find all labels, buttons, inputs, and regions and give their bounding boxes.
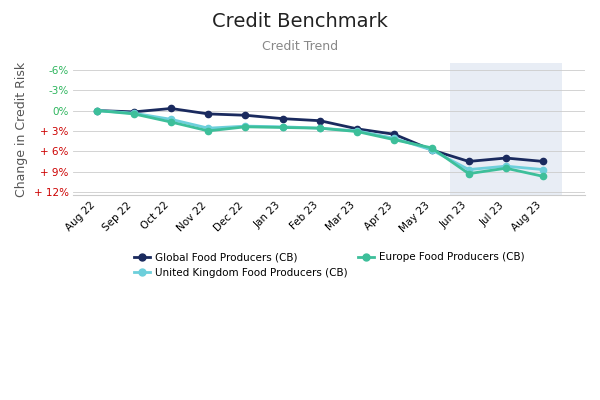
Europe Food Producers (CB) [130, 112, 137, 116]
Global Food Producers (CB) [391, 132, 398, 137]
Line: Europe Food Producers (CB): Europe Food Producers (CB) [94, 107, 546, 180]
United Kingdom Food Producers (CB) [465, 167, 472, 172]
Europe Food Producers (CB) [316, 126, 323, 130]
United Kingdom Food Producers (CB) [539, 167, 547, 172]
Line: United Kingdom Food Producers (CB): United Kingdom Food Producers (CB) [94, 107, 546, 173]
Europe Food Producers (CB) [205, 128, 212, 133]
Global Food Producers (CB) [242, 113, 249, 118]
Global Food Producers (CB) [205, 112, 212, 116]
United Kingdom Food Producers (CB) [316, 126, 323, 130]
United Kingdom Food Producers (CB) [205, 126, 212, 130]
Global Food Producers (CB) [130, 110, 137, 114]
Text: Credit Trend: Credit Trend [262, 40, 338, 53]
Europe Food Producers (CB) [242, 124, 249, 129]
Europe Food Producers (CB) [428, 146, 435, 150]
Global Food Producers (CB) [279, 116, 286, 121]
Global Food Producers (CB) [539, 159, 547, 164]
Europe Food Producers (CB) [502, 166, 509, 171]
Y-axis label: Change in Credit Risk: Change in Credit Risk [15, 62, 28, 197]
United Kingdom Food Producers (CB) [167, 117, 175, 122]
Global Food Producers (CB) [316, 118, 323, 123]
Global Food Producers (CB) [167, 106, 175, 111]
Legend: Global Food Producers (CB), United Kingdom Food Producers (CB), Europe Food Prod: Global Food Producers (CB), United Kingd… [130, 248, 529, 282]
Global Food Producers (CB) [428, 148, 435, 152]
United Kingdom Food Producers (CB) [93, 108, 100, 113]
United Kingdom Food Producers (CB) [391, 136, 398, 141]
United Kingdom Food Producers (CB) [279, 124, 286, 129]
Europe Food Producers (CB) [167, 120, 175, 124]
Europe Food Producers (CB) [391, 137, 398, 142]
Global Food Producers (CB) [465, 159, 472, 164]
Europe Food Producers (CB) [93, 108, 100, 113]
Global Food Producers (CB) [353, 126, 361, 131]
Line: Global Food Producers (CB): Global Food Producers (CB) [94, 105, 546, 164]
Europe Food Producers (CB) [279, 125, 286, 130]
United Kingdom Food Producers (CB) [353, 128, 361, 133]
United Kingdom Food Producers (CB) [130, 111, 137, 116]
Global Food Producers (CB) [502, 156, 509, 160]
Global Food Producers (CB) [93, 108, 100, 113]
United Kingdom Food Producers (CB) [242, 124, 249, 128]
United Kingdom Food Producers (CB) [502, 164, 509, 168]
Text: Credit Benchmark: Credit Benchmark [212, 12, 388, 31]
Europe Food Producers (CB) [539, 174, 547, 179]
Europe Food Producers (CB) [353, 129, 361, 134]
Bar [450, 63, 562, 195]
United Kingdom Food Producers (CB) [428, 148, 435, 152]
Europe Food Producers (CB) [465, 171, 472, 176]
